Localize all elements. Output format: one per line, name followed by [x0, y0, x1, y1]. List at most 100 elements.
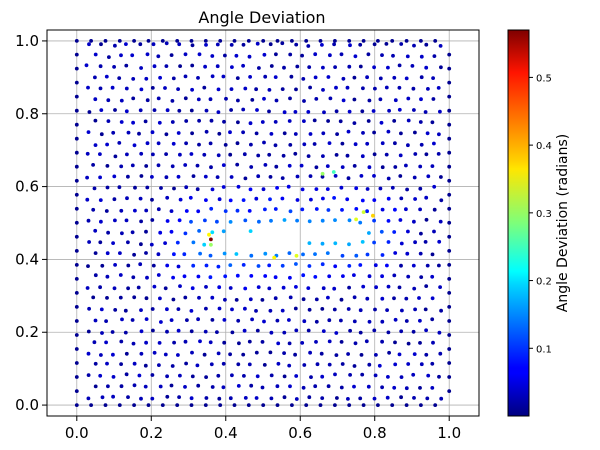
data-point — [282, 330, 287, 335]
data-point — [132, 295, 137, 300]
data-point — [234, 298, 239, 302]
data-point — [146, 39, 151, 43]
data-point — [74, 122, 79, 127]
data-point — [320, 307, 325, 311]
data-point — [353, 142, 358, 147]
data-point — [235, 141, 240, 146]
data-point — [386, 129, 391, 134]
data-point — [217, 131, 222, 136]
data-point — [176, 174, 181, 179]
data-point — [198, 339, 202, 344]
data-point — [392, 119, 397, 123]
data-point — [216, 373, 221, 378]
data-point — [261, 187, 266, 192]
y-tick-label: 0.8 — [15, 105, 39, 123]
data-point — [302, 363, 307, 367]
data-point — [99, 219, 103, 224]
data-point — [74, 178, 79, 183]
data-point — [230, 65, 234, 69]
data-point — [158, 75, 163, 80]
data-point — [321, 154, 325, 159]
data-point — [386, 284, 391, 289]
data-point — [293, 352, 297, 357]
data-point — [74, 80, 79, 85]
data-point — [150, 86, 155, 90]
data-point — [380, 165, 385, 170]
data-point — [196, 274, 201, 279]
data-point — [175, 403, 180, 407]
data-point — [327, 274, 332, 279]
data-point — [236, 184, 241, 189]
data-point — [352, 97, 357, 102]
data-point — [367, 274, 372, 279]
data-point — [358, 64, 363, 69]
data-point — [333, 403, 337, 407]
data-point — [126, 174, 130, 179]
data-point — [404, 403, 409, 407]
data-point — [74, 150, 79, 155]
data-point — [320, 218, 325, 223]
data-point — [74, 263, 79, 267]
data-point — [274, 98, 279, 103]
data-point — [151, 42, 156, 47]
chart-title: Angle Deviation — [198, 8, 325, 27]
data-point — [447, 263, 452, 267]
data-point — [216, 351, 221, 356]
data-point — [267, 152, 272, 157]
data-point — [262, 52, 267, 57]
data-point — [309, 375, 313, 379]
data-point — [144, 317, 149, 321]
data-point — [360, 372, 365, 377]
data-point — [185, 318, 189, 322]
data-point — [275, 186, 279, 190]
data-point — [365, 296, 370, 301]
data-point — [412, 175, 417, 180]
data-point — [100, 263, 105, 268]
data-point — [107, 55, 111, 59]
data-point — [204, 306, 208, 311]
data-point — [287, 341, 292, 346]
data-point — [85, 151, 90, 156]
data-point — [223, 53, 227, 58]
data-point — [106, 98, 111, 103]
data-point — [144, 76, 149, 81]
data-point — [100, 395, 105, 400]
data-point — [332, 42, 336, 47]
data-point — [257, 66, 261, 70]
data-point — [254, 350, 259, 355]
data-point — [439, 198, 444, 203]
data-point — [138, 42, 143, 47]
y-tick-label: 0.6 — [15, 178, 39, 196]
data-point — [287, 251, 292, 256]
data-point — [210, 385, 215, 389]
data-point — [105, 274, 110, 279]
data-point — [197, 142, 201, 147]
data-point — [411, 86, 416, 91]
data-point — [124, 218, 129, 223]
data-point — [431, 76, 435, 80]
data-point — [432, 229, 436, 234]
data-point — [321, 65, 325, 70]
data-point — [387, 108, 391, 113]
data-point — [424, 217, 429, 222]
data-point — [288, 143, 293, 147]
data-point — [87, 306, 91, 311]
data-point — [223, 274, 228, 279]
data-point — [411, 372, 416, 377]
data-point — [169, 53, 174, 57]
plot-frame — [46, 29, 480, 417]
data-point — [432, 184, 437, 189]
data-point — [380, 339, 384, 344]
data-point — [352, 273, 356, 277]
data-point — [157, 120, 162, 125]
data-point — [347, 264, 352, 268]
data-point — [89, 39, 93, 43]
data-point — [106, 230, 110, 235]
data-point — [256, 285, 261, 289]
data-point — [243, 176, 248, 181]
data-point — [190, 131, 195, 136]
data-point — [352, 384, 356, 389]
data-point — [260, 340, 265, 344]
data-point — [352, 364, 357, 368]
data-point — [335, 132, 339, 137]
